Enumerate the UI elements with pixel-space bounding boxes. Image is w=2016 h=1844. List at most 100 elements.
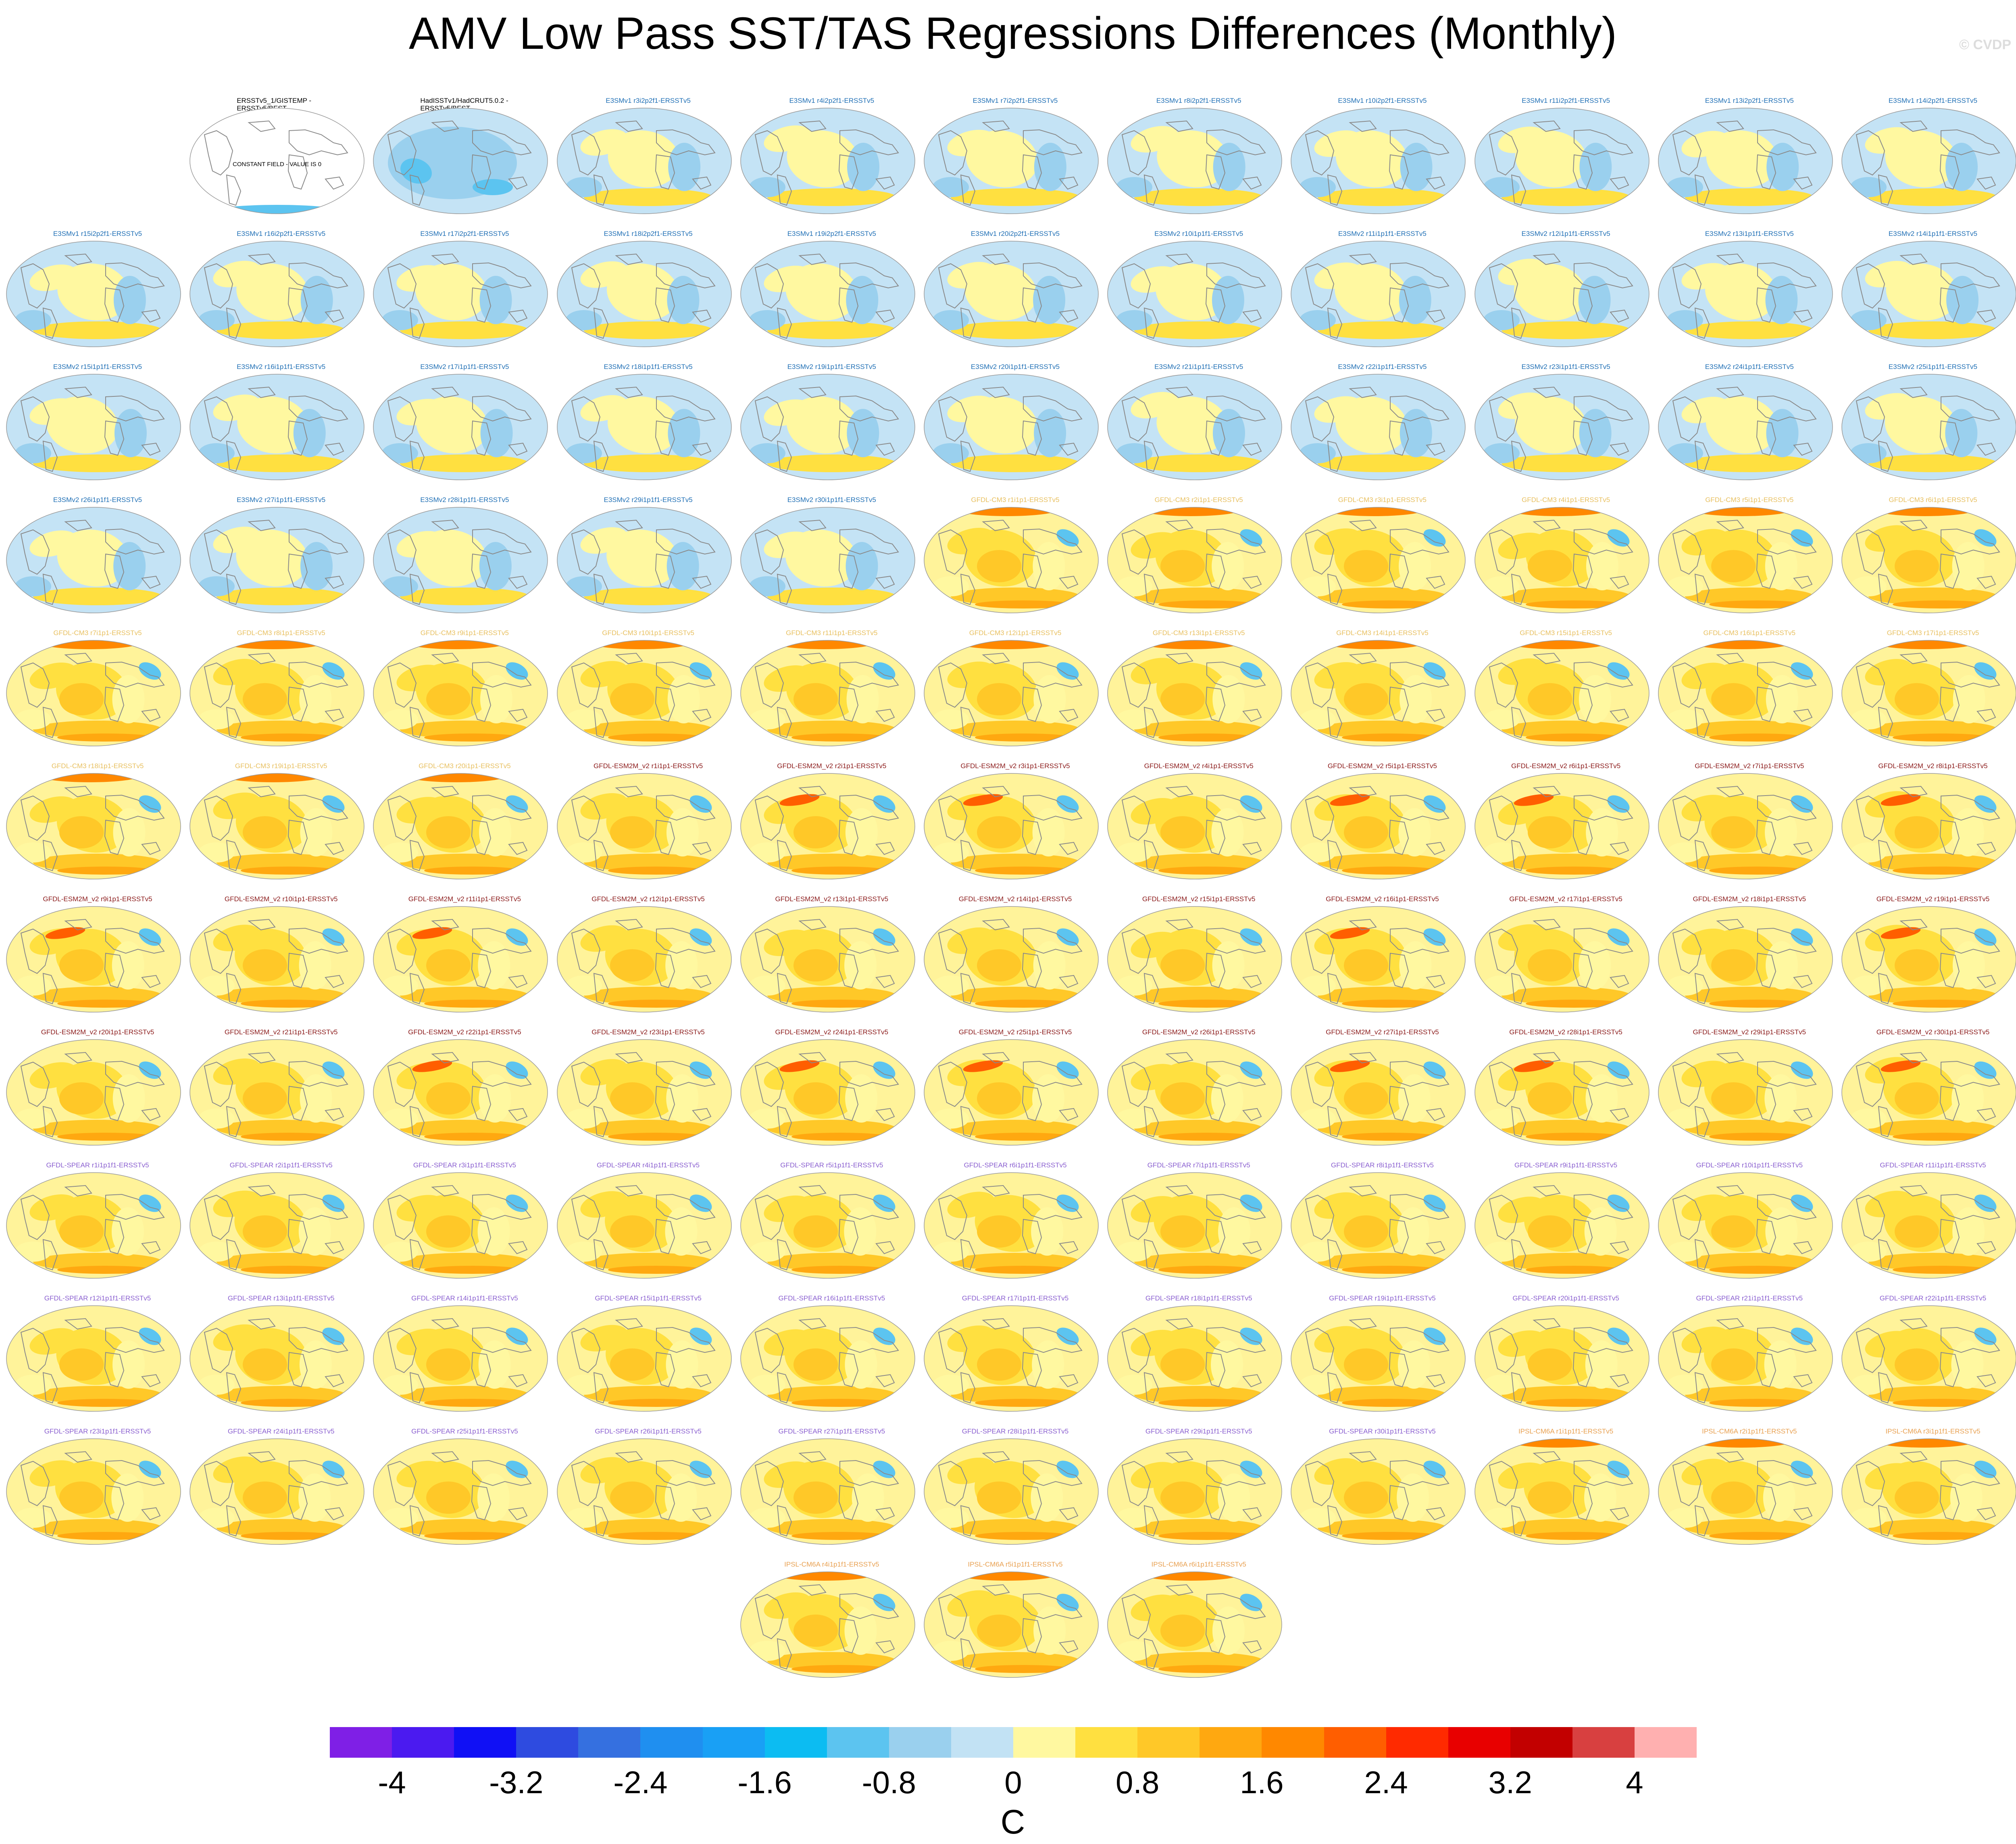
field-blob [1160,1615,1205,1647]
field-blob [1666,1108,1703,1129]
coastline [754,1061,784,1107]
coastline [289,927,348,954]
robinson-map [190,1039,364,1146]
field-blob [1483,709,1520,729]
field-blob [506,928,528,946]
coastline [1716,519,1744,531]
field-blob [1032,808,1065,856]
coastline [1144,706,1159,738]
field-blob [606,529,679,587]
coastline [1165,786,1193,798]
map-outline [556,1039,732,1146]
coastline [838,686,858,722]
field-blob [1689,507,1794,516]
coastline [141,1374,161,1388]
robinson-map [1474,1438,1649,1545]
coastline [1426,708,1445,722]
map-outline [556,374,732,480]
field-blob [764,1329,811,1356]
field-blob [213,1456,260,1483]
colorbar-segment [516,1727,579,1758]
field-blob [955,507,1060,516]
robinson-map [1291,241,1466,347]
field-blob [1711,949,1756,981]
map-panel: E3SMv2 r29i1p1f1-ERSSTv5 [556,496,741,621]
coastline [410,973,425,1004]
colorbar-segment [827,1727,889,1758]
panel-label: GFDL-CM3 r11i1p1-ERSSTv5 [786,629,878,637]
field-blob [479,1340,511,1389]
coastline [938,1327,968,1373]
field-blob [791,733,888,742]
field-blob [1318,454,1447,472]
robinson-map [1474,1039,1649,1146]
panel-label: E3SMv2 r24i1p1f1-ERSSTv5 [1705,363,1794,371]
field-blob [1607,1327,1630,1345]
field-blob [1342,867,1439,875]
coastline [1899,786,1928,798]
coastline [387,662,417,708]
panel-label: E3SMv1 r20i2p2f1-ERSSTv5 [971,230,1060,238]
field-blob [478,1207,510,1256]
coastline [656,794,716,821]
field-blob [1423,662,1446,680]
field-blob [221,640,326,649]
robinson-map [1474,108,1649,214]
robinson-map [1474,507,1649,613]
panel-label: E3SMv1 r17i2p2f1-ERSSTv5 [420,230,509,238]
panel-label: E3SMv2 r10i1p1f1-ERSSTv5 [1154,230,1243,238]
map-outline [190,1305,364,1412]
coastline [1022,1352,1042,1388]
map-outline [1841,640,2016,746]
field-blob [764,929,811,956]
coastline [204,263,233,309]
coastline [431,386,460,398]
field-blob [779,1060,820,1072]
coastline [1939,287,1960,323]
coastline [431,652,460,665]
field-blob [1766,143,1799,191]
coastline [1305,263,1335,309]
field-blob [975,1266,1072,1274]
field-blob [1709,1399,1806,1407]
coastline [1144,1505,1159,1537]
coastline [410,1239,425,1271]
coastline [289,794,348,821]
coastline [1305,396,1335,442]
panel-label: GFDL-CM3 r10i1p1-ERSSTv5 [602,629,694,637]
field-blob [767,854,896,871]
coastline [1572,1219,1593,1254]
coastline [1609,842,1629,855]
coastline [798,786,827,798]
field-blob [382,1108,419,1129]
coastline [839,794,899,821]
field-blob [1850,842,1887,863]
field-blob [1850,576,1887,596]
field-blob [1116,177,1153,197]
coastline [839,1460,899,1486]
field-blob [1709,1133,1806,1141]
coastline [410,174,425,206]
coastline [1532,786,1561,798]
field-blob [1318,854,1447,871]
robinson-map [373,906,548,1013]
panel-label: GFDL-ESM2M_v2 r28i1p1-ERSSTv5 [1509,1028,1622,1036]
field-blob [1850,975,1887,996]
coastline [288,1485,308,1521]
colorbar-segment [578,1727,641,1758]
field-blob [1213,409,1245,457]
map-panel: GFDL-SPEAR r24i1p1f1-ERSSTv5 [188,1427,374,1552]
panel-label: GFDL-ESM2M_v2 r16i1p1-ERSSTv5 [1326,895,1439,903]
field-blob [1240,1194,1262,1212]
coastline [593,973,608,1004]
robinson-map [740,773,915,879]
field-blob [933,310,969,330]
coastline [1856,396,1885,442]
field-blob [37,640,142,649]
field-blob [977,1481,1021,1514]
field-blob [666,276,699,324]
field-blob [1134,1519,1264,1537]
coastline [1144,174,1159,206]
map-outline [1107,374,1282,480]
robinson-map [1291,906,1466,1013]
